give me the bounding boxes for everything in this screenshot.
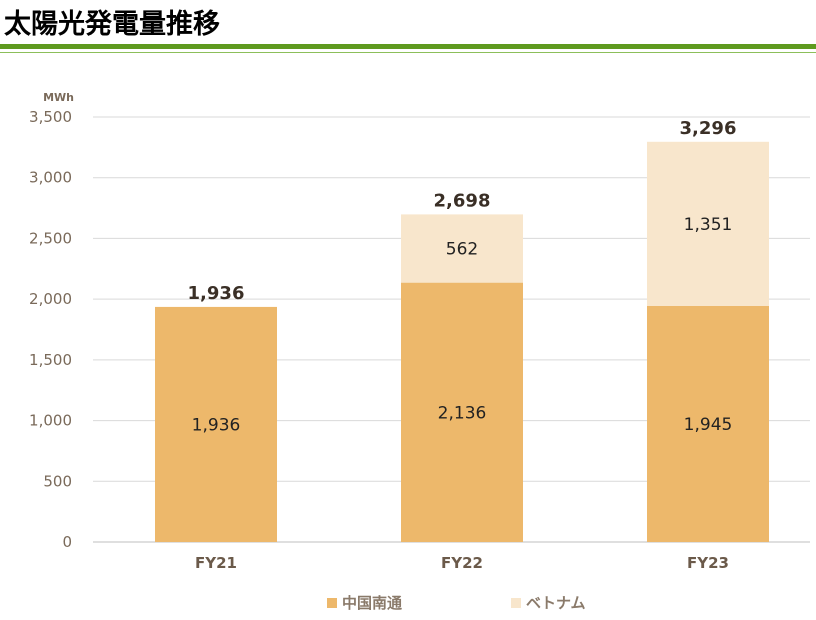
y-axis-unit-label: MWh <box>43 91 74 104</box>
y-tick-label: 0 <box>62 533 72 551</box>
title-underline <box>0 44 816 49</box>
legend-swatch <box>327 598 337 608</box>
legend-label: ベトナム <box>526 594 586 612</box>
y-axis-ticks: 0 500 1,000 1,500 2,000 2,500 3,000 3,500 <box>29 108 72 551</box>
page-title: 太陽光発電量推移 <box>4 9 220 40</box>
bars <box>155 141 769 542</box>
x-category-label: FY21 <box>195 554 237 572</box>
y-tick-label: 3,000 <box>29 169 72 187</box>
title-underline-thin <box>0 52 816 53</box>
y-tick-label: 500 <box>43 472 72 490</box>
bar-segment <box>401 214 523 283</box>
y-tick-label: 2,000 <box>29 290 72 308</box>
y-tick-label: 1,500 <box>29 351 72 369</box>
y-tick-label: 2,500 <box>29 229 72 247</box>
bar-segment <box>155 306 277 542</box>
bar-value-label: 562 <box>446 240 478 260</box>
bar-segment <box>647 141 769 306</box>
legend: 中国南通 ベトナム <box>327 594 586 612</box>
bar-value-label: 1,351 <box>684 215 733 235</box>
y-tick-label: 3,500 <box>29 108 72 126</box>
bar-total-label: 3,296 <box>680 118 737 139</box>
bar-total-label: 2,698 <box>434 190 491 211</box>
bar-value-label: 1,945 <box>684 415 733 435</box>
legend-label: 中国南通 <box>342 594 402 612</box>
x-category-label: FY22 <box>441 554 483 572</box>
x-axis-labels: FY21 FY22 FY23 <box>195 554 729 572</box>
bar-total-label: 1,936 <box>188 283 245 304</box>
legend-swatch <box>511 598 521 608</box>
bar-value-label: 1,936 <box>192 415 241 435</box>
y-tick-label: 1,000 <box>29 412 72 430</box>
bar-value-label: 2,136 <box>438 403 487 423</box>
data-labels: 1,936 1,936 2,136 562 2,698 1,945 1,351 3,296 <box>188 118 737 436</box>
bar-segment <box>401 282 523 542</box>
bar-segment <box>647 305 769 542</box>
x-category-label: FY23 <box>687 554 729 572</box>
